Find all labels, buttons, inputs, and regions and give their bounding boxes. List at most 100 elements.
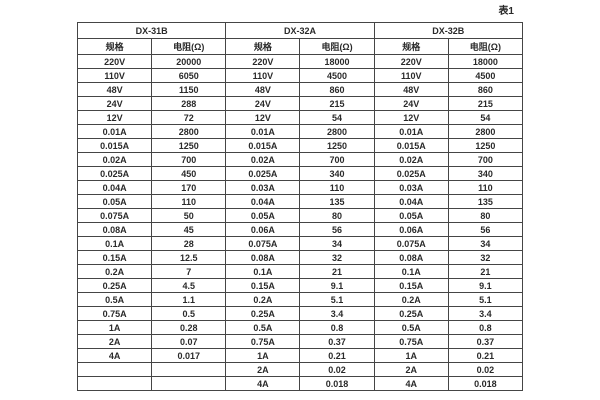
spec-cell: 0.05A xyxy=(225,208,301,223)
table-row: 0.2A 7 0.1A 21 0.1A 21 xyxy=(76,264,524,279)
spec-cell: 0.15A xyxy=(225,278,301,293)
spec-cell: 1A xyxy=(76,320,153,335)
resistance-cell: 0.21 xyxy=(299,348,375,363)
spec-cell: 2A xyxy=(76,334,153,349)
resistance-cell: 0.37 xyxy=(299,334,375,349)
spec-cell: 0.01A xyxy=(225,124,301,139)
resistance-cell: 20000 xyxy=(151,54,227,69)
resistance-cell: 110 xyxy=(299,180,375,195)
resistance-cell: 4.5 xyxy=(151,278,227,293)
col-header-spec: 规格 xyxy=(373,38,449,55)
resistance-cell: 80 xyxy=(299,208,375,223)
resistance-cell: 0.8 xyxy=(299,320,375,335)
spec-cell: 0.75A xyxy=(373,334,449,349)
resistance-cell: 860 xyxy=(299,82,375,97)
spec-cell: 0.06A xyxy=(373,222,449,237)
spec-cell: 0.025A xyxy=(225,166,301,181)
table-row: 0.05A 110 0.04A 135 0.04A 135 xyxy=(76,194,524,209)
resistance-cell: 288 xyxy=(151,96,227,111)
group-header-row: DX-31B DX-32A DX-32B xyxy=(76,22,524,39)
resistance-cell: 5.1 xyxy=(447,292,524,307)
resistance-cell: 0.017 xyxy=(151,348,227,363)
spec-cell: 24V xyxy=(373,96,449,111)
resistance-cell: 21 xyxy=(299,264,375,279)
spec-cell: 0.06A xyxy=(225,222,301,237)
spec-cell: 0.02A xyxy=(76,152,153,167)
spec-cell: 0.02A xyxy=(373,152,449,167)
spec-cell: 0.075A xyxy=(373,236,449,251)
spec-cell: 0.04A xyxy=(225,194,301,209)
table-row: 0.015A 1250 0.015A 1250 0.015A 1250 xyxy=(76,138,524,153)
spec-cell: 12V xyxy=(373,110,449,125)
spec-cell: 0.1A xyxy=(76,236,153,251)
resistance-cell: 50 xyxy=(151,208,227,223)
resistance-cell xyxy=(151,376,227,391)
spec-cell: 2A xyxy=(225,362,301,377)
spec-cell: 0.15A xyxy=(373,278,449,293)
spec-cell: 0.015A xyxy=(373,138,449,153)
spec-cell: 2A xyxy=(373,362,449,377)
resistance-cell: 3.4 xyxy=(299,306,375,321)
col-header-spec: 规格 xyxy=(76,38,153,55)
spec-cell: 0.03A xyxy=(373,180,449,195)
resistance-cell: 700 xyxy=(299,152,375,167)
group-header-dx31b: DX-31B xyxy=(76,22,227,39)
spec-cell: 0.025A xyxy=(373,166,449,181)
resistance-cell: 110 xyxy=(447,180,524,195)
spec-cell: 12V xyxy=(76,110,153,125)
spec-cell: 48V xyxy=(373,82,449,97)
spec-cell: 220V xyxy=(225,54,301,69)
resistance-cell: 34 xyxy=(299,236,375,251)
resistance-cell: 4500 xyxy=(299,68,375,83)
resistance-cell: 450 xyxy=(151,166,227,181)
resistance-cell: 18000 xyxy=(299,54,375,69)
resistance-cell: 0.07 xyxy=(151,334,227,349)
table-row: 4A 0.018 4A 0.018 xyxy=(76,376,524,391)
spec-cell: 0.01A xyxy=(373,124,449,139)
spec-cell: 110V xyxy=(76,68,153,83)
resistance-cell: 0.8 xyxy=(447,320,524,335)
spec-cell: 0.025A xyxy=(76,166,153,181)
spec-cell: 0.2A xyxy=(225,292,301,307)
spec-cell: 0.01A xyxy=(76,124,153,139)
resistance-cell: 110 xyxy=(151,194,227,209)
resistance-cell: 32 xyxy=(447,250,524,265)
resistance-cell: 28 xyxy=(151,236,227,251)
resistance-cell: 0.28 xyxy=(151,320,227,335)
resistance-cell: 56 xyxy=(447,222,524,237)
resistance-cell: 340 xyxy=(447,166,524,181)
resistance-cell: 2800 xyxy=(299,124,375,139)
table-row: 12V 72 12V 54 12V 54 xyxy=(76,110,524,125)
resistance-cell: 700 xyxy=(447,152,524,167)
resistance-cell: 72 xyxy=(151,110,227,125)
resistance-cell: 80 xyxy=(447,208,524,223)
table-row: 110V 6050 110V 4500 110V 4500 xyxy=(76,68,524,83)
spec-cell: 0.08A xyxy=(225,250,301,265)
spec-cell: 0.015A xyxy=(225,138,301,153)
table-body: 220V 20000 220V 18000 220V 18000 110V 6050 110V 4… xyxy=(76,54,524,391)
table-row: 1A 0.28 0.5A 0.8 0.5A 0.8 xyxy=(76,320,524,335)
spec-cell: 0.03A xyxy=(225,180,301,195)
table-row: 0.15A 12.5 0.08A 32 0.08A 32 xyxy=(76,250,524,265)
table-header: DX-31B DX-32A DX-32B 规格 电阻(Ω) 规格 电阻(Ω) 规… xyxy=(76,22,524,55)
spec-cell: 48V xyxy=(225,82,301,97)
table-row: 0.025A 450 0.025A 340 0.025A 340 xyxy=(76,166,524,181)
spec-cell: 0.2A xyxy=(76,264,153,279)
resistance-cell: 0.018 xyxy=(299,376,375,391)
spec-cell: 110V xyxy=(225,68,301,83)
table-row: 0.75A 0.5 0.25A 3.4 0.25A 3.4 xyxy=(76,306,524,321)
table-row: 220V 20000 220V 18000 220V 18000 xyxy=(76,54,524,69)
resistance-cell: 32 xyxy=(299,250,375,265)
spec-cell: 12V xyxy=(225,110,301,125)
spec-cell: 0.15A xyxy=(76,250,153,265)
resistance-cell: 0.5 xyxy=(151,306,227,321)
spec-cell: 0.08A xyxy=(373,250,449,265)
spec-cell: 0.075A xyxy=(76,208,153,223)
resistance-cell: 2800 xyxy=(151,124,227,139)
resistance-cell: 5.1 xyxy=(299,292,375,307)
spec-cell: 0.1A xyxy=(373,264,449,279)
resistance-cell: 9.1 xyxy=(299,278,375,293)
resistance-cell: 1250 xyxy=(151,138,227,153)
spec-cell: 110V xyxy=(373,68,449,83)
spec-cell: 0.75A xyxy=(76,306,153,321)
